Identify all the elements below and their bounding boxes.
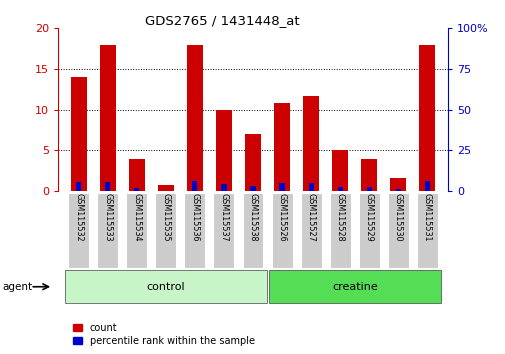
Text: agent: agent — [3, 282, 33, 292]
FancyBboxPatch shape — [68, 193, 89, 268]
Text: control: control — [146, 282, 185, 292]
FancyBboxPatch shape — [97, 193, 118, 268]
Bar — [332, 150, 347, 191]
Text: GSM115528: GSM115528 — [335, 194, 344, 242]
Text: GSM115537: GSM115537 — [219, 194, 228, 242]
Bar — [274, 103, 289, 191]
FancyBboxPatch shape — [269, 270, 440, 303]
FancyBboxPatch shape — [416, 193, 437, 268]
Bar — [128, 159, 144, 191]
Bar — [70, 77, 86, 191]
Text: GSM115535: GSM115535 — [161, 194, 170, 242]
Bar — [337, 187, 342, 191]
Bar — [395, 189, 400, 191]
Bar — [134, 188, 139, 191]
FancyBboxPatch shape — [213, 193, 234, 268]
Bar — [244, 134, 261, 191]
Text: creatine: creatine — [331, 282, 377, 292]
Bar — [186, 45, 203, 191]
Bar — [419, 45, 435, 191]
FancyBboxPatch shape — [300, 193, 321, 268]
Bar — [192, 181, 197, 191]
Text: GSM115538: GSM115538 — [248, 194, 257, 242]
Bar — [308, 183, 313, 191]
FancyBboxPatch shape — [155, 193, 176, 268]
Bar — [99, 45, 115, 191]
Text: GSM115526: GSM115526 — [277, 194, 286, 242]
Bar — [221, 184, 226, 191]
FancyBboxPatch shape — [387, 193, 408, 268]
FancyBboxPatch shape — [329, 193, 350, 268]
Bar — [361, 159, 377, 191]
Bar — [279, 183, 284, 191]
Text: GSM115529: GSM115529 — [364, 194, 373, 242]
Bar — [302, 96, 319, 191]
Text: GSM115536: GSM115536 — [190, 194, 199, 242]
Legend: count, percentile rank within the sample: count, percentile rank within the sample — [73, 323, 254, 346]
Bar — [158, 185, 173, 191]
Bar — [216, 110, 231, 191]
Text: GSM115534: GSM115534 — [132, 194, 141, 242]
FancyBboxPatch shape — [126, 193, 147, 268]
Text: GSM115533: GSM115533 — [103, 194, 112, 242]
Bar — [250, 186, 255, 191]
Text: GSM115527: GSM115527 — [306, 194, 315, 242]
Bar — [424, 181, 429, 191]
Bar — [76, 182, 81, 191]
Text: GDS2765 / 1431448_at: GDS2765 / 1431448_at — [144, 13, 298, 27]
FancyBboxPatch shape — [358, 193, 379, 268]
Bar — [366, 187, 371, 191]
FancyBboxPatch shape — [242, 193, 263, 268]
Bar — [390, 178, 406, 191]
Text: GSM115532: GSM115532 — [74, 194, 83, 242]
Bar — [105, 182, 110, 191]
Text: GSM115530: GSM115530 — [393, 194, 402, 242]
FancyBboxPatch shape — [65, 270, 266, 303]
FancyBboxPatch shape — [184, 193, 205, 268]
FancyBboxPatch shape — [271, 193, 292, 268]
Text: GSM115531: GSM115531 — [422, 194, 431, 242]
